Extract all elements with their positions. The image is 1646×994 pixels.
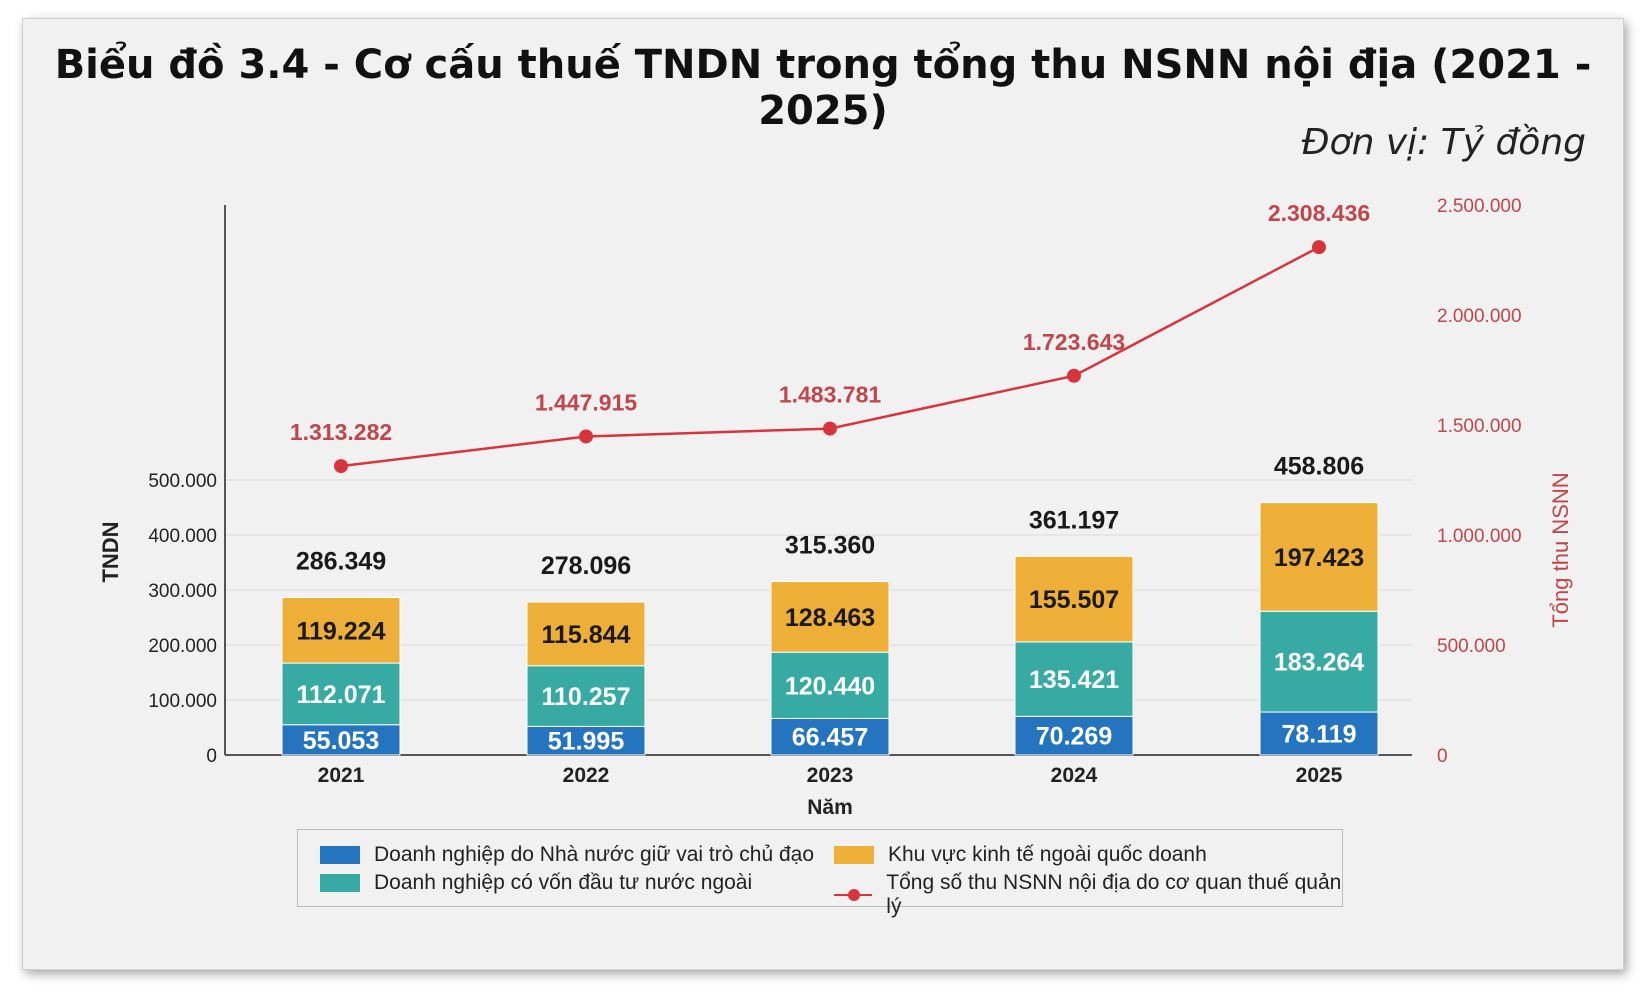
y2-tick-label: 1.500.000 <box>1437 416 1522 437</box>
y-tick-label: 200.000 <box>148 636 217 657</box>
bar-segment-fdi <box>1014 641 1134 717</box>
bar-data-label: 110.257 <box>542 683 631 711</box>
bar-data-label: 119.224 <box>297 617 386 645</box>
bar-segment-soe <box>526 725 646 756</box>
bar-segment-soe <box>770 717 890 756</box>
y2-tick-label: 2.000.000 <box>1437 306 1522 327</box>
bar-segment-soe <box>1259 711 1379 756</box>
y2-tick-label: 500.000 <box>1437 636 1506 657</box>
bar-segment-fdi <box>770 651 890 719</box>
bar-data-label: 120.440 <box>785 672 875 700</box>
y2-tick-label: 2.500.000 <box>1437 196 1522 217</box>
total-line-point <box>1312 240 1326 255</box>
y-tick-label: 100.000 <box>148 691 217 712</box>
bar-total-label: 278.096 <box>541 552 631 580</box>
chart-title: Biểu đồ 3.4 - Cơ cấu thuế TNDN trong tổn… <box>54 42 1592 134</box>
chart-frame <box>22 18 1624 970</box>
bar-data-label: 55.053 <box>303 727 379 755</box>
x-tick-label: 2024 <box>1051 764 1098 787</box>
bar-data-label: 51.995 <box>548 728 625 756</box>
x-axis-title: Năm <box>807 796 853 819</box>
y2-tick-label: 0 <box>1437 746 1448 767</box>
legend-label-private: Khu vực kinh tế ngoài quốc doanh <box>888 843 1207 866</box>
y-tick-label: 300.000 <box>148 581 217 602</box>
total-line-point <box>579 429 593 444</box>
y-tick-label: 0 <box>206 746 217 767</box>
y2-tick-label: 1.000.000 <box>1437 526 1522 547</box>
bar-data-label: 70.269 <box>1036 723 1112 751</box>
bar-segment-soe <box>281 724 401 756</box>
unit-label: Đơn vị: Tỷ đồng <box>1301 122 1586 163</box>
legend: Doanh nghiệp do Nhà nước giữ vai trò chủ… <box>297 829 1343 918</box>
legend-item-soe: Doanh nghiệp do Nhà nước giữ vai trò chủ… <box>320 843 814 867</box>
bar-data-label: 197.423 <box>1274 544 1364 572</box>
legend-label-total-line: Tổng số thu NSNN nội địa do cơ quan thuế… <box>886 871 1342 918</box>
bar-data-label: 78.119 <box>1281 721 1356 749</box>
bar-data-label: 128.463 <box>785 604 875 632</box>
bar-data-label: 66.457 <box>792 724 868 752</box>
y-axis-title: TNDN <box>98 521 123 582</box>
y2-axis-title: Tổng thu NSNN <box>1548 472 1573 627</box>
legend-swatch-soe <box>320 846 360 864</box>
total-line-point <box>823 421 837 436</box>
x-tick-label: 2021 <box>318 764 365 787</box>
bar-data-label: 112.071 <box>297 681 386 709</box>
legend-swatch-fdi <box>320 874 360 892</box>
bar-data-label: 135.421 <box>1029 666 1119 694</box>
bar-total-label: 458.806 <box>1274 453 1364 481</box>
legend-item-total-line: Tổng số thu NSNN nội địa do cơ quan thuế… <box>834 871 1342 919</box>
bar-total-label: 286.349 <box>296 548 386 576</box>
legend-item-fdi: Doanh nghiệp có vốn đầu tư nước ngoài <box>320 871 752 895</box>
x-tick-label: 2022 <box>563 764 610 787</box>
bar-total-label: 361.197 <box>1029 506 1119 534</box>
bar-data-label: 183.264 <box>1274 649 1364 677</box>
legend-swatch-private <box>834 846 874 864</box>
bar-segment-fdi <box>281 662 401 726</box>
bar-segment-fdi <box>526 665 646 727</box>
legend-swatch-total-line <box>834 886 873 904</box>
legend-label-soe: Doanh nghiệp do Nhà nước giữ vai trò chủ… <box>374 843 814 866</box>
legend-label-fdi: Doanh nghiệp có vốn đầu tư nước ngoài <box>374 871 753 894</box>
bar-segment-private <box>281 597 401 664</box>
total-line-label: 1.723.643 <box>1023 329 1125 355</box>
bar-segment-private <box>770 581 890 653</box>
total-line-point <box>1067 368 1081 383</box>
bar-segment-private <box>1014 555 1134 643</box>
bar-segment-private <box>1259 502 1379 612</box>
y-tick-label: 400.000 <box>148 526 217 547</box>
total-line-label: 2.308.436 <box>1268 200 1370 226</box>
total-line-label: 1.447.915 <box>535 389 638 415</box>
legend-item-private: Khu vực kinh tế ngoài quốc doanh <box>834 843 1207 867</box>
x-tick-label: 2025 <box>1296 764 1343 787</box>
bar-data-label: 155.507 <box>1029 586 1119 614</box>
x-tick-label: 2023 <box>807 764 854 787</box>
total-line-label: 1.313.282 <box>290 419 392 445</box>
total-line-point <box>334 459 348 474</box>
bar-total-label: 315.360 <box>785 532 875 560</box>
bar-segment-private <box>526 601 646 667</box>
total-line-label: 1.483.781 <box>779 382 882 408</box>
y-tick-label: 500.000 <box>148 471 217 492</box>
bar-data-label: 115.844 <box>542 621 631 649</box>
